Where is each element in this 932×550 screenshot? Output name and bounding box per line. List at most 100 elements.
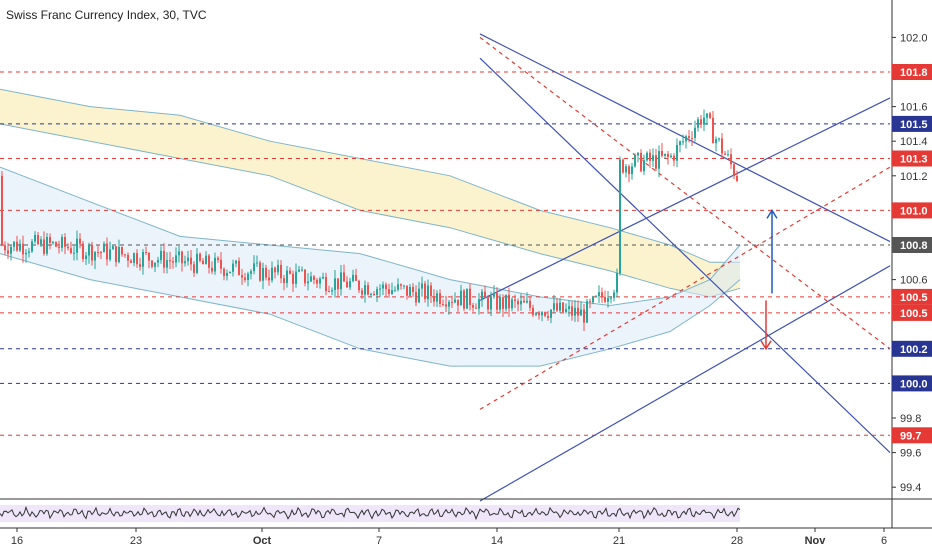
- candle-body: [130, 260, 132, 263]
- price-level-box-5: [892, 288, 932, 305]
- candle-body: [391, 290, 393, 294]
- candle-body: [349, 281, 351, 288]
- candle-body: [637, 152, 639, 156]
- candle-body: [97, 251, 99, 253]
- candle-body: [574, 307, 576, 316]
- candle-body: [535, 313, 537, 315]
- y-tick-label-2: 99.8: [900, 413, 921, 425]
- candle-body: [640, 152, 642, 172]
- candle-body: [1, 175, 3, 246]
- candle-body: [319, 278, 321, 284]
- price-axis[interactable]: 99.499.699.8100.0100.2100.4100.6100.8101…: [892, 32, 928, 494]
- arrow-down-head: [760, 340, 772, 351]
- candle-body: [334, 278, 336, 291]
- candle-body: [457, 299, 459, 306]
- candle-body: [532, 307, 534, 315]
- price-level-box-1: [892, 115, 932, 132]
- candle-body: [445, 304, 447, 307]
- candle-body: [280, 264, 282, 279]
- candle-body: [142, 251, 144, 267]
- price-level-box-8: [892, 375, 932, 392]
- price-level-label-4: 100.8: [900, 240, 928, 252]
- price-level-box-2: [892, 150, 932, 167]
- candle-body: [631, 166, 633, 175]
- candle-body: [709, 113, 711, 118]
- price-level-box-0: [892, 64, 932, 80]
- candle-body: [277, 264, 279, 273]
- candle-body: [61, 236, 63, 248]
- band-0-upper: [0, 88, 740, 263]
- candle-body: [577, 307, 579, 316]
- candle-body: [313, 276, 315, 280]
- y-tick-label-10: 101.4: [900, 136, 928, 148]
- candle-body: [358, 280, 360, 291]
- candle-body: [295, 271, 297, 284]
- candle-body: [40, 239, 42, 245]
- candle-body: [424, 283, 426, 300]
- candle-body: [283, 278, 285, 284]
- candle-body: [262, 267, 264, 281]
- candle-body: [76, 238, 78, 253]
- candle-body: [484, 291, 486, 298]
- candle-body: [64, 236, 66, 247]
- candle-body: [439, 293, 441, 304]
- x-tick-label-8: 6: [881, 535, 887, 547]
- candle-body: [169, 260, 171, 262]
- candle-body: [712, 117, 714, 144]
- candle-body: [688, 136, 690, 138]
- candle-body: [259, 262, 261, 281]
- time-axis[interactable]: 16 23 Oct 7 14 21 28 Nov 6: [11, 528, 887, 547]
- candle-body: [202, 260, 204, 265]
- candle-body: [550, 309, 552, 318]
- candle-body: [514, 299, 516, 302]
- candle-body: [406, 285, 408, 296]
- candle-body: [382, 284, 384, 289]
- candle-body: [427, 285, 429, 300]
- candle-body: [340, 272, 342, 290]
- candle-body: [559, 302, 561, 311]
- candle-body: [94, 251, 96, 261]
- candle-body: [430, 285, 432, 297]
- candle-body: [343, 272, 345, 282]
- candle-body: [664, 153, 666, 156]
- candle-body: [301, 269, 303, 271]
- candle-body: [460, 290, 462, 306]
- candle-body: [610, 297, 612, 299]
- candle-body: [4, 245, 6, 251]
- candle-body: [220, 259, 222, 269]
- candle-body: [466, 288, 468, 309]
- candle-body: [298, 269, 300, 272]
- band-1-upper: [0, 166, 741, 307]
- candle-body: [178, 251, 180, 256]
- price-level-label-2: 101.3: [900, 154, 928, 166]
- candle-body: [208, 255, 210, 268]
- candle-body: [307, 281, 309, 284]
- candle-body: [145, 251, 147, 253]
- projection-arrows: [760, 208, 778, 351]
- candle-body: [37, 234, 39, 245]
- candle-body: [82, 243, 84, 260]
- candle-body: [733, 164, 735, 176]
- candle-body: [628, 166, 630, 175]
- candle-body: [703, 117, 705, 125]
- candle-body: [523, 300, 525, 303]
- candle-body: [403, 285, 405, 287]
- candle-body: [331, 290, 333, 292]
- candle-body: [73, 252, 75, 254]
- candle-body: [385, 284, 387, 290]
- candle-body: [22, 243, 24, 255]
- candle-body: [625, 166, 627, 173]
- candle-body: [355, 274, 357, 281]
- x-tick-label-0: 16: [11, 535, 23, 547]
- trend-line-2: [479, 97, 891, 301]
- candle-body: [418, 288, 420, 303]
- candle-body: [199, 253, 201, 261]
- candle-body: [187, 257, 189, 262]
- candle-body: [205, 255, 207, 265]
- candle-body: [415, 292, 417, 303]
- y-tick-label-13: 102.0: [900, 32, 928, 44]
- price-level-box-6: [892, 304, 932, 321]
- candle-body: [217, 257, 219, 260]
- price-level-label-8: 100.0: [900, 378, 928, 390]
